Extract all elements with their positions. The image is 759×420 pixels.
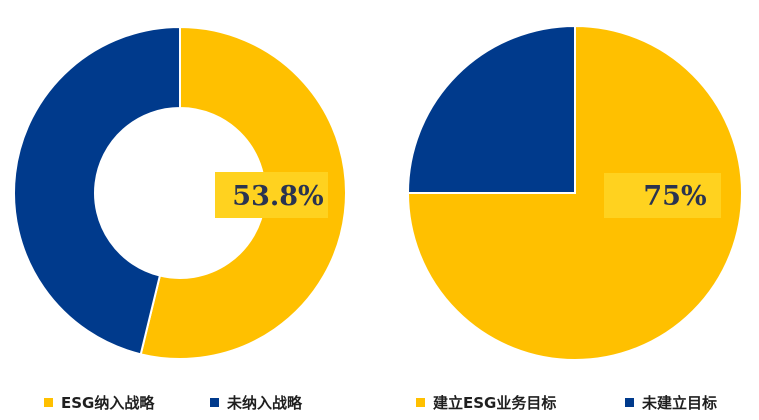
legend-chart-1: ESG纳入战略 未纳入战略 — [44, 394, 303, 412]
legend-chart-2: 建立ESG业务目标 未建立目标 — [416, 394, 717, 412]
data-label-75: 75% — [643, 181, 706, 212]
data-label-box — [604, 173, 721, 218]
pie-chart-esg-targets: 75% — [406, 24, 743, 361]
slice-esg-in-strategy — [139, 25, 347, 360]
slice-esg-targets-set — [406, 24, 743, 361]
legend-label: 建立ESG业务目标 — [433, 394, 556, 412]
legend-swatch — [625, 398, 634, 407]
slice-not-in-strategy — [13, 25, 181, 356]
data-label-53-8: 53.8% — [232, 181, 323, 212]
donut-chart-esg-strategy: 53.8% — [13, 25, 347, 360]
slice-no-targets — [406, 24, 576, 194]
legend-label: 未建立目标 — [641, 394, 717, 412]
legend-label: 未纳入战略 — [226, 394, 303, 412]
legend-label: ESG纳入战略 — [61, 394, 155, 412]
legend-swatch — [210, 398, 219, 407]
data-label-box — [215, 172, 328, 218]
legend-swatch — [44, 398, 53, 407]
legend-swatch — [416, 398, 425, 407]
